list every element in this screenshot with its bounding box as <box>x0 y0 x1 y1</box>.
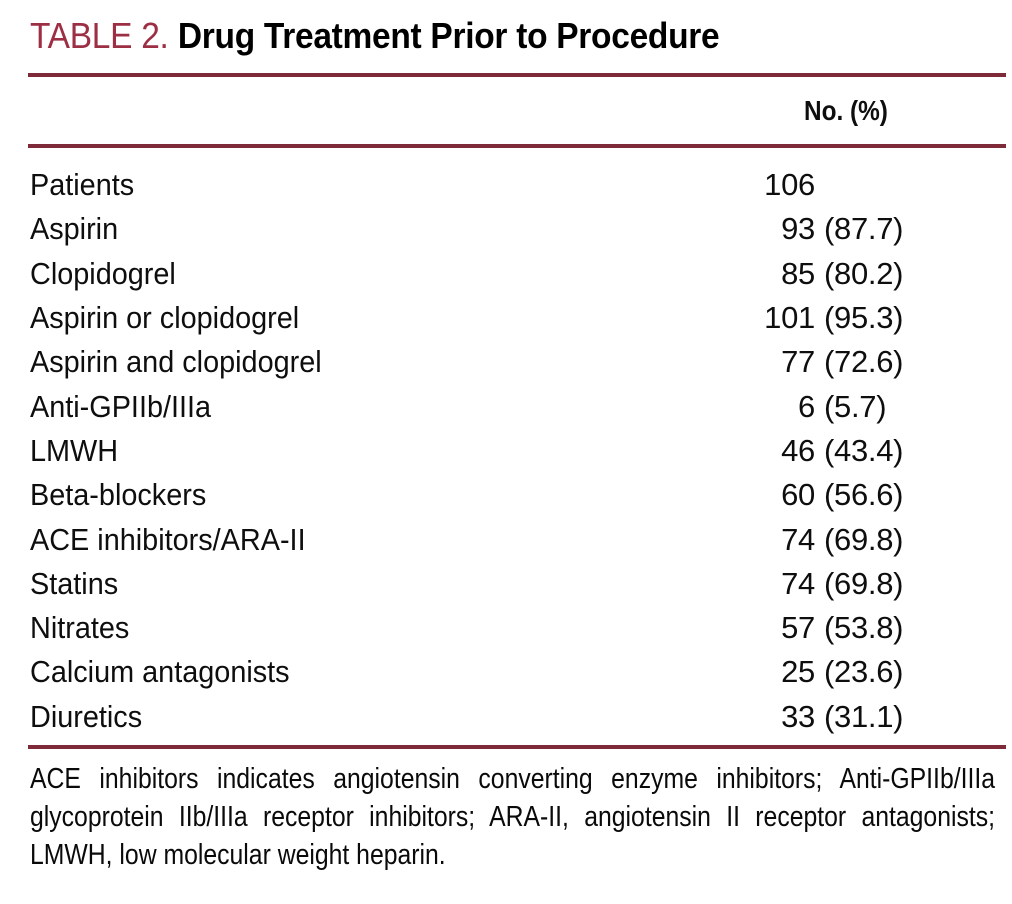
row-count: 46 <box>781 432 815 468</box>
header-rule <box>28 144 1006 148</box>
top-rule <box>28 73 1006 77</box>
row-label: LMWH <box>30 432 119 468</box>
table-row: Beta-blockers 60 (56.6) <box>0 473 1012 517</box>
row-label: Anti-GPIIb/IIIa <box>30 388 212 424</box>
table-row: ACE inhibitors/ARA-II 74 (69.8) <box>0 517 1012 561</box>
row-label: Statins <box>30 565 119 601</box>
table-footnote: ACE inhibitors indicates angiotensin con… <box>30 760 1012 874</box>
row-count: 57 <box>781 610 815 646</box>
table-row: Clopidogrel 85 (80.2) <box>0 252 1012 296</box>
row-percent: (72.6) <box>824 344 904 380</box>
row-label: Nitrates <box>30 610 130 646</box>
row-percent: (87.7) <box>824 211 904 247</box>
row-label: Patients <box>30 167 135 203</box>
footnote-line: ACE inhibitors indicates angiotensin con… <box>30 763 996 795</box>
row-percent: (5.7) <box>824 388 887 424</box>
row-percent: (69.8) <box>824 565 904 601</box>
table-row: Patients 106 <box>0 163 1012 207</box>
row-count: 101 <box>764 300 815 336</box>
row-count: 74 <box>781 565 815 601</box>
footnote-line: LMWH, low molecular weight heparin. <box>30 839 446 871</box>
row-count: 77 <box>781 344 815 380</box>
row-percent: (80.2) <box>824 255 904 291</box>
row-percent: (95.3) <box>824 300 904 336</box>
row-label: Clopidogrel <box>30 255 176 291</box>
row-label: Aspirin or clopidogrel <box>30 300 300 336</box>
row-count: 74 <box>781 521 815 557</box>
table-row: Diuretics 33 (31.1) <box>0 695 1012 739</box>
row-label: Diuretics <box>30 698 143 734</box>
row-percent: (43.4) <box>824 432 904 468</box>
table-row: Nitrates 57 (53.8) <box>0 606 1012 650</box>
table-row: Calcium antagonists 25 (23.6) <box>0 650 1012 694</box>
row-count: 60 <box>781 477 815 513</box>
table-title-text: Drug Treatment Prior to Procedure <box>177 15 720 56</box>
row-percent: (69.8) <box>824 521 904 557</box>
row-label: ACE inhibitors/ARA-II <box>30 521 306 557</box>
row-count: 6 <box>798 388 815 424</box>
row-percent: (56.6) <box>824 477 904 513</box>
row-count: 106 <box>764 167 815 203</box>
row-count: 93 <box>781 211 815 247</box>
footnote-line: glycoprotein IIb/IIIa receptor inhibitor… <box>30 801 996 833</box>
table-row: Anti-GPIIb/IIIa 6 (5.7) <box>0 384 1012 428</box>
row-count: 25 <box>781 654 815 690</box>
row-percent: (31.1) <box>824 698 904 734</box>
table-number-label: TABLE 2. <box>30 15 169 56</box>
row-count: 33 <box>781 698 815 734</box>
table-row: Aspirin 93 (87.7) <box>0 207 1012 251</box>
column-header-no-pct: No. (%) <box>804 95 888 126</box>
row-label: Beta-blockers <box>30 477 207 513</box>
row-count: 85 <box>781 255 815 291</box>
table-row: Aspirin or clopidogrel 101 (95.3) <box>0 296 1012 340</box>
row-percent: (23.6) <box>824 654 904 690</box>
row-label: Calcium antagonists <box>30 654 290 690</box>
table-row: LMWH 46 (43.4) <box>0 429 1012 473</box>
row-label: Aspirin <box>30 211 119 247</box>
table-row: Aspirin and clopidogrel 77 (72.6) <box>0 340 1012 384</box>
drug-table: Patients 106 Aspirin 93 (87.7) Clopidogr… <box>0 163 1012 739</box>
page-title: TABLE 2. Drug Treatment Prior to Procedur… <box>30 14 720 58</box>
bottom-rule <box>28 745 1006 749</box>
table-row: Statins 74 (69.8) <box>0 562 1012 606</box>
row-label: Aspirin and clopidogrel <box>30 344 322 380</box>
row-percent: (53.8) <box>824 610 904 646</box>
